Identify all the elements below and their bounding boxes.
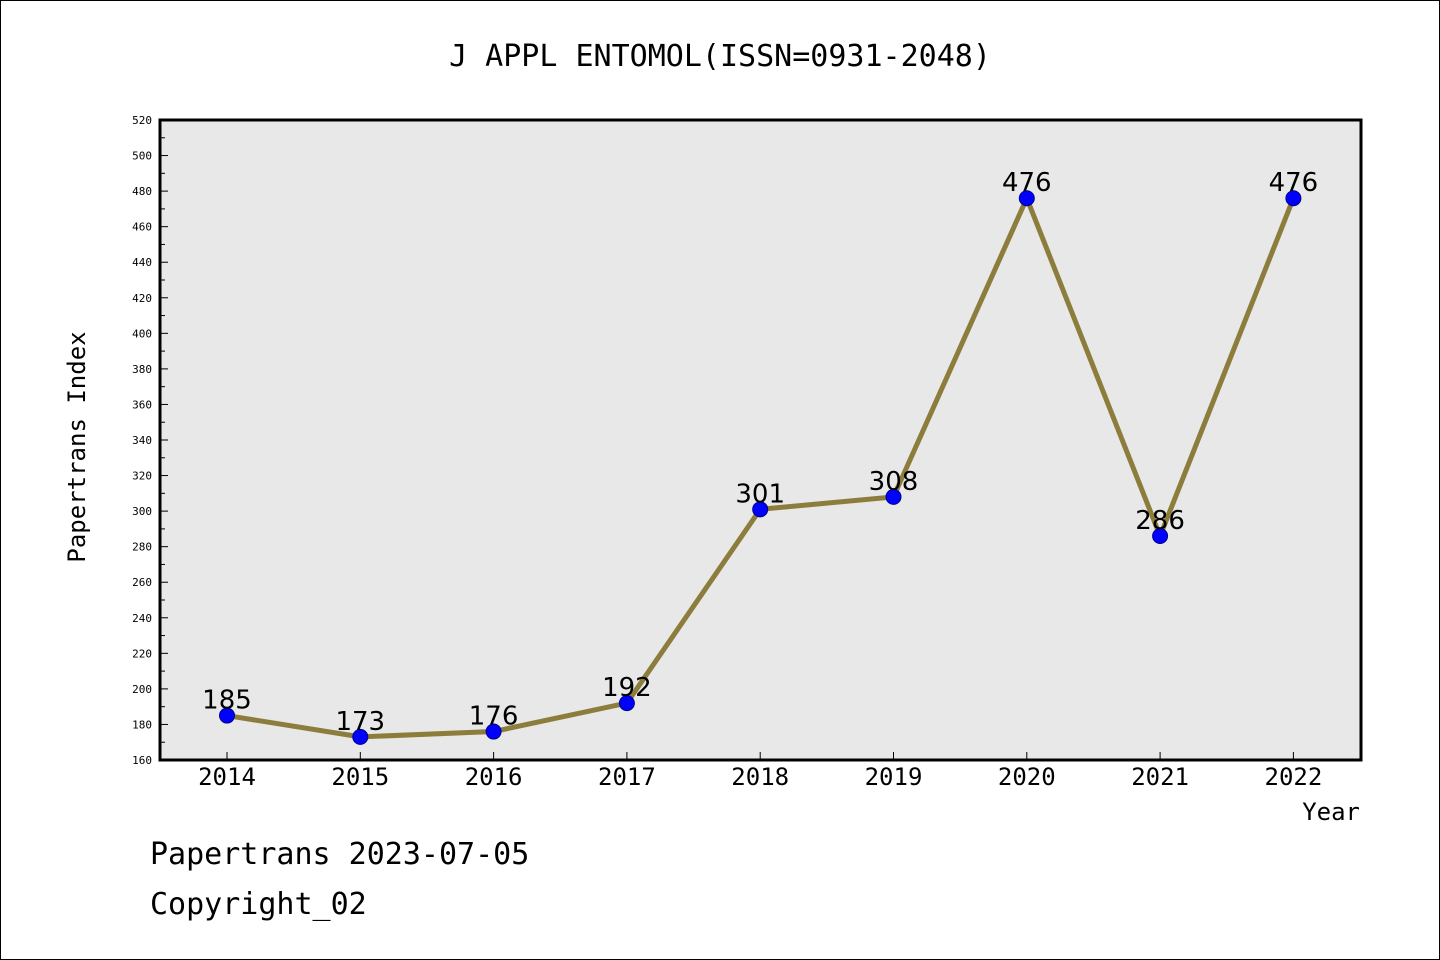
x-tick-label: 2015: [331, 763, 389, 791]
footer-date: Papertrans 2023-07-05: [150, 837, 529, 872]
y-tick-label: 240: [132, 612, 152, 625]
data-point: [219, 707, 235, 724]
y-tick-label: 460: [132, 221, 152, 234]
data-label: 476: [1002, 168, 1052, 198]
x-tick-label: 2016: [465, 763, 523, 791]
y-axis-label: Papertrans Index: [63, 331, 91, 562]
y-tick-label: 280: [132, 541, 152, 554]
plot-area: [160, 120, 1361, 760]
y-tick-label: 520: [132, 114, 152, 127]
y-tick-label: 300: [132, 505, 152, 518]
x-tick-label: 2014: [198, 763, 256, 791]
data-label: 301: [735, 479, 785, 509]
y-tick-label: 480: [132, 185, 152, 198]
plot-border: [158, 118, 1363, 762]
x-axis-label: Year: [1302, 798, 1360, 826]
data-point: [1018, 190, 1035, 207]
data-point: [618, 695, 635, 712]
data-point: [1285, 190, 1302, 207]
y-tick-label: 380: [132, 363, 152, 376]
data-point: [485, 723, 502, 740]
x-tick-label: 2022: [1265, 763, 1323, 791]
data-label: 476: [1269, 168, 1319, 198]
y-tick-label: 180: [132, 718, 152, 731]
x-tick-label: 2019: [865, 763, 923, 791]
x-tick-label: 2018: [731, 763, 789, 791]
y-tick-label: 160: [132, 754, 152, 767]
y-tick-label: 400: [132, 327, 152, 340]
data-label: 308: [869, 467, 919, 497]
chart-title: J APPL ENTOMOL(ISSN=0931-2048): [449, 39, 991, 74]
x-tick-label: 2020: [998, 763, 1056, 791]
data-label: 286: [1135, 506, 1185, 536]
data-label: 185: [202, 686, 252, 716]
data-point: [752, 501, 769, 518]
y-tick-label: 440: [132, 256, 152, 269]
y-tick-label: 220: [132, 647, 152, 660]
data-point: [885, 488, 902, 505]
footer-copyright: Copyright_02: [150, 887, 367, 922]
data-point: [352, 728, 369, 745]
y-tick-label: 340: [132, 434, 152, 447]
x-tick-label: 2021: [1131, 763, 1189, 791]
data-label: 192: [602, 673, 652, 703]
data-labels: 185 173 176 192 301 308 476 286 476: [202, 168, 1318, 737]
data-label: 176: [469, 702, 519, 732]
y-tick-label: 200: [132, 683, 152, 696]
y-tick-label: 260: [132, 576, 152, 589]
y-tick-label: 360: [132, 398, 152, 411]
y-tick-label: 500: [132, 150, 152, 163]
y-tick-label: 320: [132, 470, 152, 483]
data-points: [219, 190, 1302, 745]
data-label: 173: [335, 707, 385, 737]
y-tick-label: 420: [132, 292, 152, 305]
data-point: [1152, 528, 1169, 544]
x-tick-label: 2017: [598, 763, 656, 791]
x-axis: 2014 2015 2016 2017 2018 2019 2020 2021 2022: [198, 752, 1322, 791]
